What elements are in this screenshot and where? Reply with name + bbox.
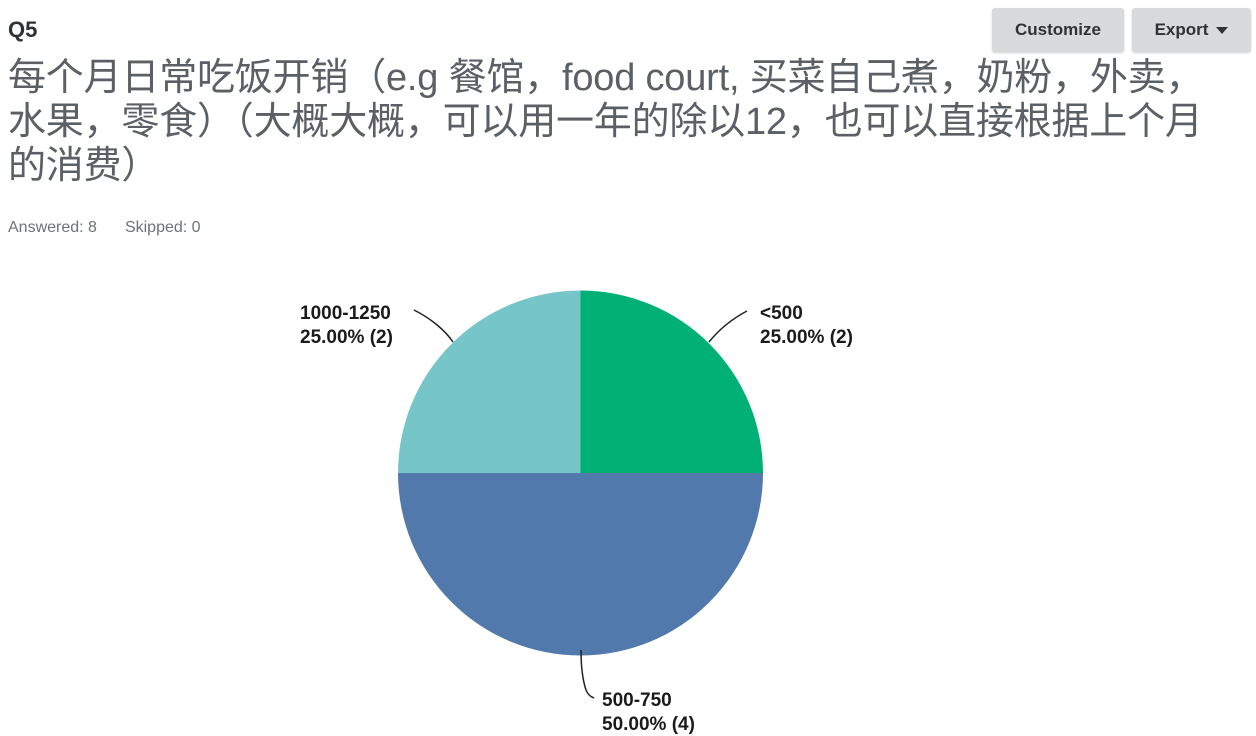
svg-text:25.00% (2): 25.00% (2) — [300, 327, 393, 348]
svg-text:25.00% (2): 25.00% (2) — [760, 327, 853, 348]
svg-text:500-750: 500-750 — [602, 690, 672, 711]
svg-text:50.00% (4): 50.00% (4) — [602, 714, 695, 735]
svg-text:<500: <500 — [760, 303, 803, 324]
svg-text:1000-1250: 1000-1250 — [300, 303, 391, 324]
